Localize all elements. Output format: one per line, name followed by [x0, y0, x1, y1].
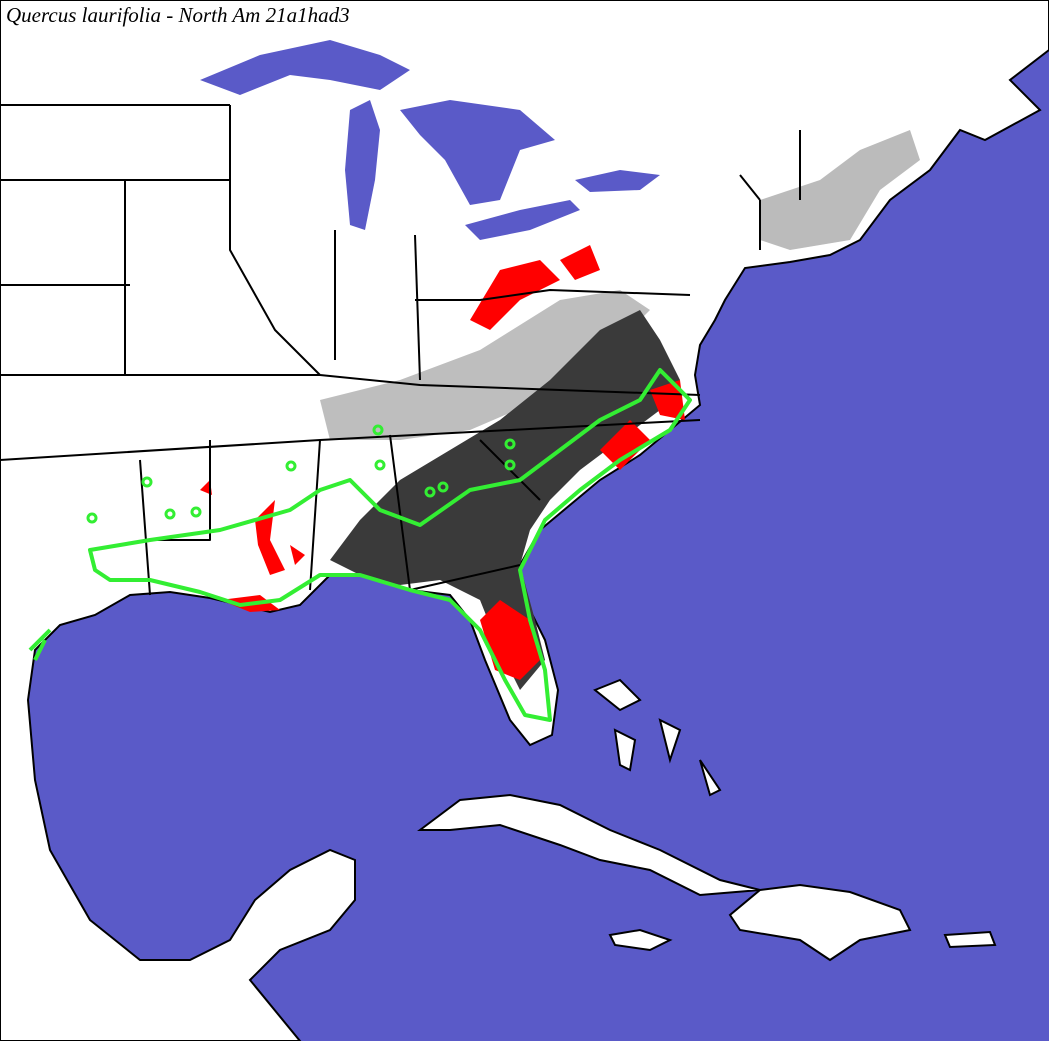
lake-michigan	[345, 100, 380, 230]
light-gray-zone	[320, 290, 650, 440]
lake-superior	[200, 40, 410, 95]
puerto-rico	[943, 930, 997, 949]
jamaica	[608, 928, 673, 952]
lake-ontario	[575, 170, 660, 192]
bahamas	[593, 678, 722, 797]
hispaniola	[728, 883, 912, 962]
lake-huron	[400, 100, 555, 205]
map-title: Quercus laurifolia - North Am 21a1had3	[6, 3, 350, 27]
dark-gray-zone	[330, 310, 680, 690]
range-outline	[28, 368, 692, 722]
lake-erie	[465, 200, 580, 240]
northeast-gray	[760, 130, 920, 250]
range-dots	[86, 424, 516, 524]
state-borders	[0, 104, 801, 596]
